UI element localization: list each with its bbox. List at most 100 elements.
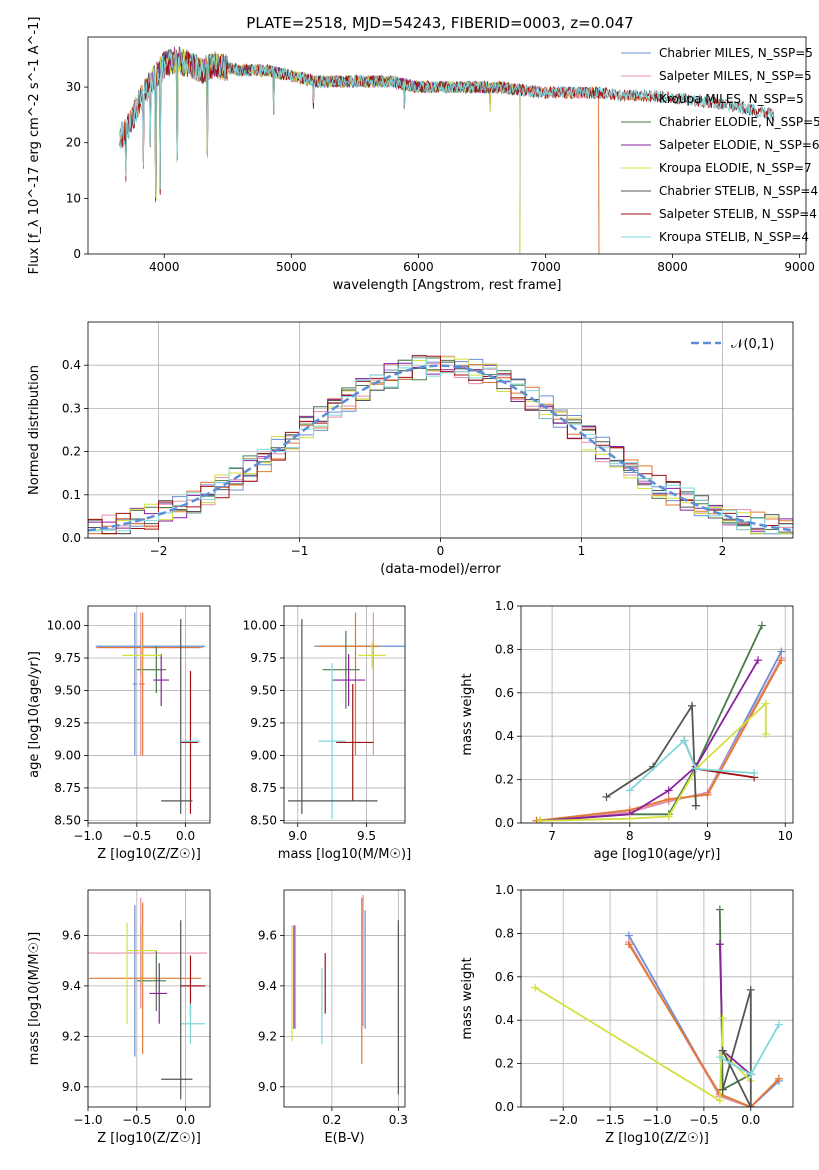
marker-plus [754,656,763,665]
y-tick-label: 1.0 [495,883,514,897]
y-tick-label: 9.0 [62,1080,81,1094]
y-tick-label: 30 [66,80,81,94]
errorbar-point [180,1003,206,1044]
mass-weight-line [718,909,752,1092]
plot-area [119,46,775,254]
plot-area [291,895,399,1095]
errorbar-point [127,925,157,989]
mass-weight-line [628,943,780,1107]
legend-label: Chabrier MILES, N_SSP=5 [659,46,813,60]
marker-plus [715,905,724,914]
x-tick-label: 9000 [784,260,815,274]
marker-plus [687,701,696,710]
x-tick-label: 7 [548,829,556,843]
y-tick-label: 0 [73,247,81,261]
mass-weight-line [540,625,763,822]
x-tick-label: −1 [291,544,309,558]
axes-frame [283,605,406,824]
x-tick-label: 0.3 [389,1113,408,1127]
plot-area [288,612,405,820]
panel-spectrum: 4000 5000 6000 7000 8000 9000 0 10 20 30 wavelengt… [27,17,819,293]
x-tick-label: 2 [719,544,727,558]
normal-reference-curve [88,364,793,532]
marker-plus [718,1085,727,1094]
y-tick-label: 0.0 [495,816,514,830]
x-tick-label: −0.5 [122,1113,151,1127]
y-tick-label: 9.75 [250,651,277,665]
legend-label: Salpeter MILES, N_SSP=5 [659,69,812,83]
legend-label: Kroupa ELODIE, N_SSP=7 [659,161,812,175]
y-tick-label: 10.00 [243,618,277,632]
y-tick-label: 9.2 [258,1029,277,1043]
marker-plus [703,790,712,799]
panel-massweight-vs-age: 7 8 9 10 0.0 0.2 0.4 0.6 0.8 1.0 age [log10(age/yr… [460,599,794,862]
errorbar-point [140,612,145,756]
marker-plus [715,1053,724,1062]
x-tick-label: 1 [578,544,586,558]
y-tick-label: 9.6 [258,928,277,942]
x-axis-label: E(B-V) [324,1131,364,1146]
y-tick-label: 10 [66,191,81,205]
x-tick-label: 4000 [149,260,180,274]
x-tick-label: 0.2 [322,1113,341,1127]
panel-residuals: −2 −1 0 1 2 0.0 0.1 0.2 0.3 0.4 (data-model)/error… [27,321,794,577]
y-tick-label: 8.75 [54,781,81,795]
y-tick-label: 0.4 [495,729,514,743]
marker-plus [746,1103,755,1107]
errorbar-point [180,955,206,1017]
marker-plus [757,621,766,630]
errorbar-point [161,618,193,814]
plot-area [88,354,793,538]
x-tick-label: 0.0 [176,829,195,843]
figure-title: PLATE=2518, MJD=54243, FIBERID=0003, z=0… [246,14,633,32]
legend-label: Chabrier STELIB, N_SSP=4 [659,184,818,198]
marker-plus [750,769,759,778]
y-tick-label: 0.8 [495,642,514,656]
marker-plus [625,786,634,795]
x-tick-label: 5000 [276,260,307,274]
marker-plus [715,1096,724,1105]
marker-plus [718,1014,727,1023]
errorbar-point [336,683,374,801]
y-tick-label: 9.25 [54,716,81,730]
axes-frame [520,889,794,1108]
errorbar-point [122,642,162,675]
x-tick-label: 8 [626,829,634,843]
axes-frame [87,605,211,824]
y-tick-label: 20 [66,136,81,150]
y-tick-label: 0.0 [495,1100,514,1114]
marker-plus [664,786,673,795]
axes-frame [87,321,794,539]
y-tick-label: 8.75 [250,781,277,795]
y-tick-label: 0.2 [62,445,81,459]
legend-label: Chabrier ELODIE, N_SSP=5 [659,115,819,129]
x-axis-label: (data-model)/error [380,562,501,577]
marker-plus [691,801,700,810]
y-tick-label: 9.4 [62,979,81,993]
axes-frame [87,36,807,255]
marker-plus [746,985,755,994]
x-tick-label: −0.5 [122,829,151,843]
panel-age-vs-Z: −1.0 −0.5 0.0 8.50 8.75 9.00 9.25 9.50 9.75 10.00… [27,605,211,862]
marker-plus [680,736,689,745]
x-tick-label: −0.5 [689,1113,718,1127]
errorbar-point [161,920,193,1100]
x-tick-label: 8000 [657,260,688,274]
marker-plus [531,983,540,992]
plot-area [531,905,783,1107]
marker-plus [761,699,770,708]
marker-plus [691,764,700,773]
y-tick-label: 9.00 [54,748,81,762]
y-axis-label: mass [log10(M/M☉)] [27,932,42,1065]
panel-mass-vs-EBV: 0.2 0.3 9.0 9.2 9.4 9.6 E(B-V) [258,889,408,1146]
y-tick-label: 0.2 [495,1057,514,1071]
legend-label: Salpeter STELIB, N_SSP=4 [659,207,817,221]
axes-frame [283,889,406,1108]
marker-plus [715,940,724,949]
y-tick-label: 9.4 [258,979,277,993]
x-axis-label: age [log10(age/yr)] [594,847,721,862]
y-tick-label: 8.50 [250,813,277,827]
x-axis-label: mass [log10(M/M☉)] [278,847,411,862]
x-tick-label: 0.0 [741,1113,760,1127]
